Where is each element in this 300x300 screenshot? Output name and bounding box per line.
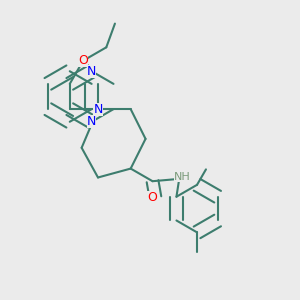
Text: NH: NH (174, 172, 190, 182)
Text: N: N (87, 115, 96, 128)
Text: O: O (78, 54, 88, 67)
Text: O: O (148, 191, 158, 204)
Text: N: N (87, 65, 96, 78)
Text: N: N (93, 103, 103, 116)
